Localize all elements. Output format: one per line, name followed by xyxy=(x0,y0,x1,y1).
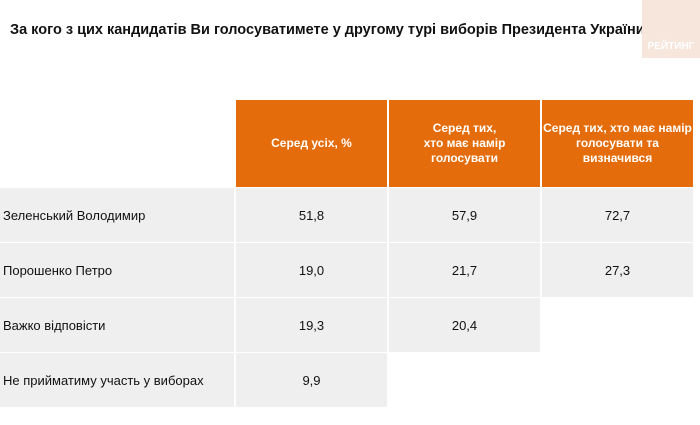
value-cell: 21,7 xyxy=(389,243,540,297)
value-cell: 19,3 xyxy=(236,298,387,352)
column-header: Серед усіх, % xyxy=(236,100,387,187)
title: За кого з цих кандидатів Ви голосуватиме… xyxy=(10,22,654,38)
header-line: визначився xyxy=(582,151,653,165)
row-label: Не прийматиму участь у виборах xyxy=(0,353,234,407)
logo: РЕЙТИНГ xyxy=(642,0,700,58)
column-header: Серед тих, хто має намір голосувати та виз… xyxy=(542,100,693,187)
row-label: Порошенко Петро xyxy=(0,243,234,297)
value-cell: 19,0 xyxy=(236,243,387,297)
column-header: Серед тих, хто має намір голосувати xyxy=(389,100,540,187)
value-cell: 57,9 xyxy=(389,188,540,242)
header-line: голосувати xyxy=(430,151,498,165)
header-line: хто має намір xyxy=(423,136,506,150)
value-cell: 72,7 xyxy=(542,188,693,242)
header-line: Серед тих, xyxy=(432,121,497,135)
header-line: Серед усіх, % xyxy=(271,136,352,150)
value-cell: 9,9 xyxy=(236,353,387,407)
header-line: голосувати та xyxy=(576,136,659,150)
row-label: Важко відповісти xyxy=(0,298,234,352)
value-cell: 51,8 xyxy=(236,188,387,242)
value-cell: 20,4 xyxy=(389,298,540,352)
header-line: Серед тих, хто має намір xyxy=(543,121,692,135)
row-label: Зеленський Володимир xyxy=(0,188,234,242)
value-cell: 27,3 xyxy=(542,243,693,297)
